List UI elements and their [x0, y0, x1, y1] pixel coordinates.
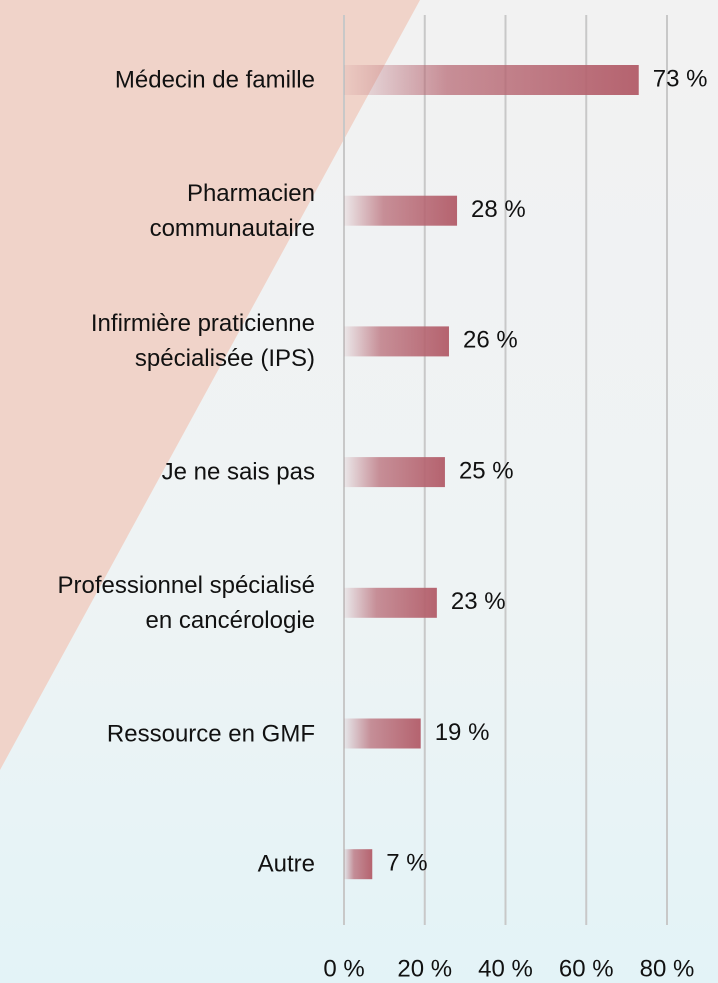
bar: [344, 588, 437, 618]
category-label: Je ne sais pas: [0, 455, 315, 490]
chart: 0 % 20 % 40 % 60 % 80 % 73 % 28 % 26 % 25 % 23 % 1…: [0, 0, 718, 983]
category-label: Ressource en GMF: [0, 716, 315, 751]
value-label: 73 %: [653, 65, 708, 92]
bar: [344, 849, 372, 879]
x-tick-label: 40 %: [478, 955, 533, 982]
value-label: 7 %: [386, 850, 427, 877]
bar: [344, 719, 421, 749]
page: 0 % 20 % 40 % 60 % 80 % 73 % 28 % 26 % 25 % 23 % 1…: [0, 0, 718, 983]
category-label: Infirmière praticienne spécialisée (IPS): [0, 306, 315, 376]
x-tick-label: 80 %: [640, 955, 695, 982]
bar: [344, 457, 445, 487]
category-label: Pharmacien communautaire: [0, 176, 315, 246]
value-label: 25 %: [459, 457, 514, 484]
value-label: 19 %: [435, 719, 490, 746]
bar: [344, 65, 639, 95]
value-label: 23 %: [451, 588, 506, 615]
value-label: 28 %: [471, 196, 526, 223]
bar: [344, 326, 449, 356]
category-label: Professionnel spécialisé en cancérologie: [0, 568, 315, 638]
x-tick-label: 60 %: [559, 955, 614, 982]
x-tick-label: 20 %: [397, 955, 452, 982]
category-label: Autre: [0, 847, 315, 882]
value-label: 26 %: [463, 327, 518, 354]
bar: [344, 196, 457, 226]
x-tick-label: 0 %: [323, 955, 364, 982]
category-label: Médecin de famille: [0, 63, 315, 98]
